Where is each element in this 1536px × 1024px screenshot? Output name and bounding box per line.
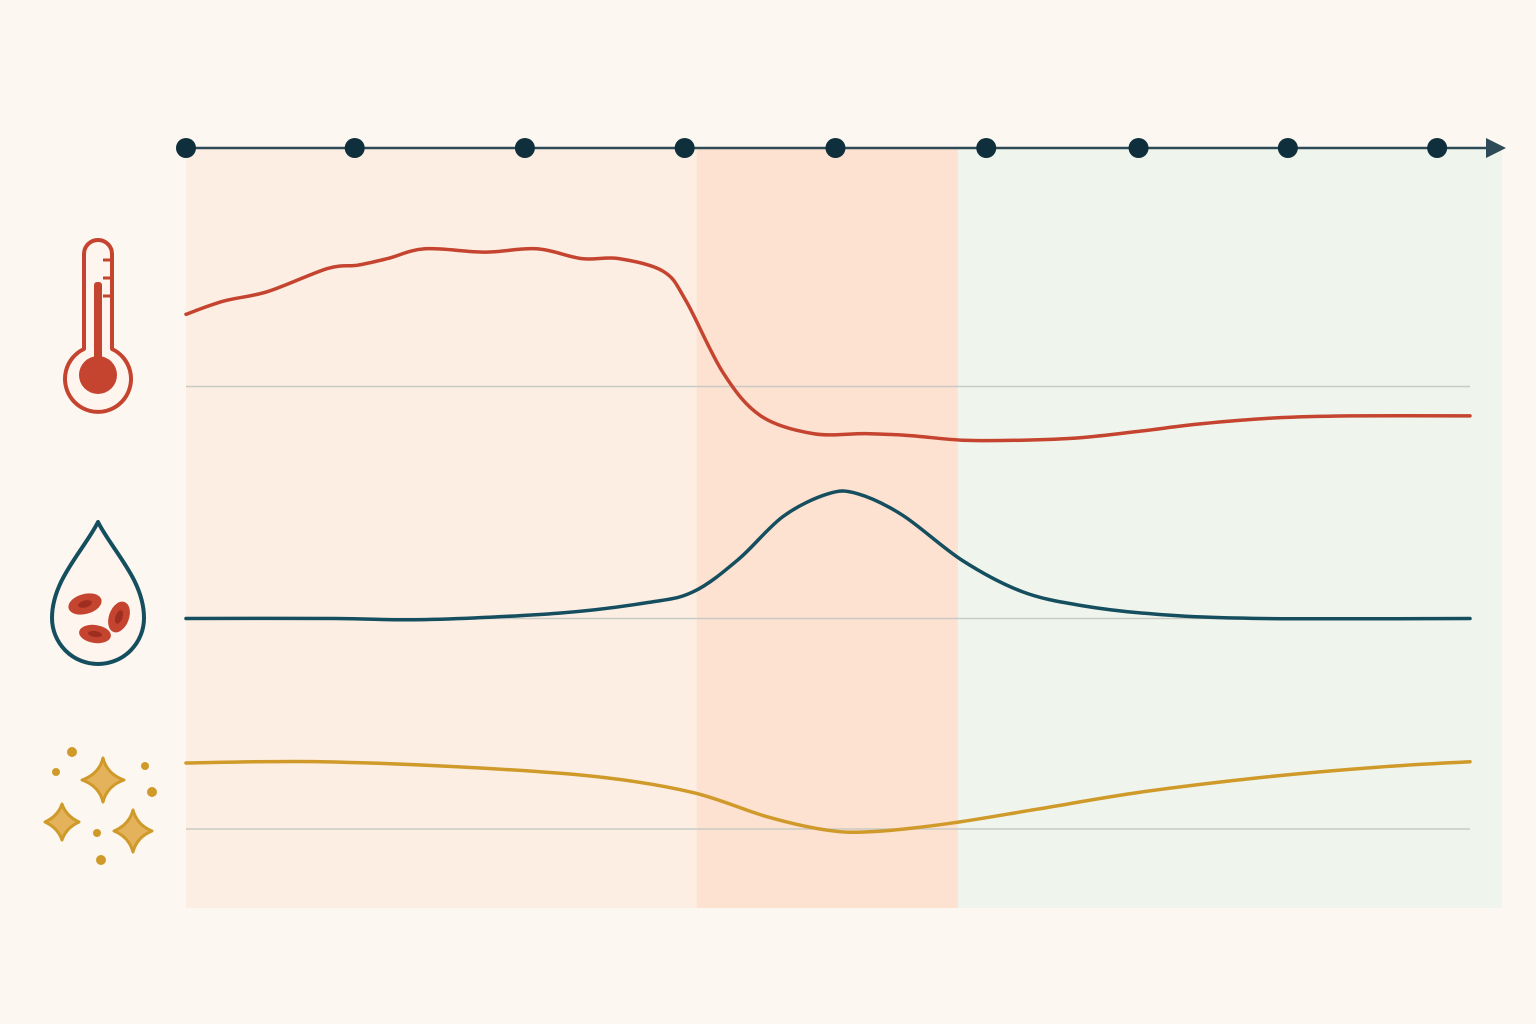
x-axis <box>176 138 1506 158</box>
x-axis-marker-6 <box>976 138 997 158</box>
series-lines <box>184 246 1472 835</box>
series-line-blood-drop <box>184 489 1472 622</box>
series-line-sparkle-particles <box>184 759 1472 835</box>
x-axis-marker-7 <box>1128 138 1149 158</box>
phase-bands <box>186 148 1502 908</box>
phase-band-2 <box>696 148 958 908</box>
x-axis-marker-9 <box>1427 138 1448 158</box>
blood-drop-icon <box>50 520 146 666</box>
x-axis-marker-1 <box>176 138 196 158</box>
thermometer-icon <box>63 238 133 414</box>
phase-band-3 <box>957 148 1502 908</box>
series-line-thermometer <box>184 246 1472 443</box>
x-axis-marker-3 <box>514 138 535 158</box>
phase-band-1 <box>186 148 697 908</box>
sparkle-particles-icon <box>43 747 157 865</box>
x-axis-marker-4 <box>674 138 695 158</box>
x-axis-marker-2 <box>344 138 365 158</box>
x-axis-marker-8 <box>1277 138 1298 158</box>
x-axis-marker-5 <box>825 138 846 158</box>
